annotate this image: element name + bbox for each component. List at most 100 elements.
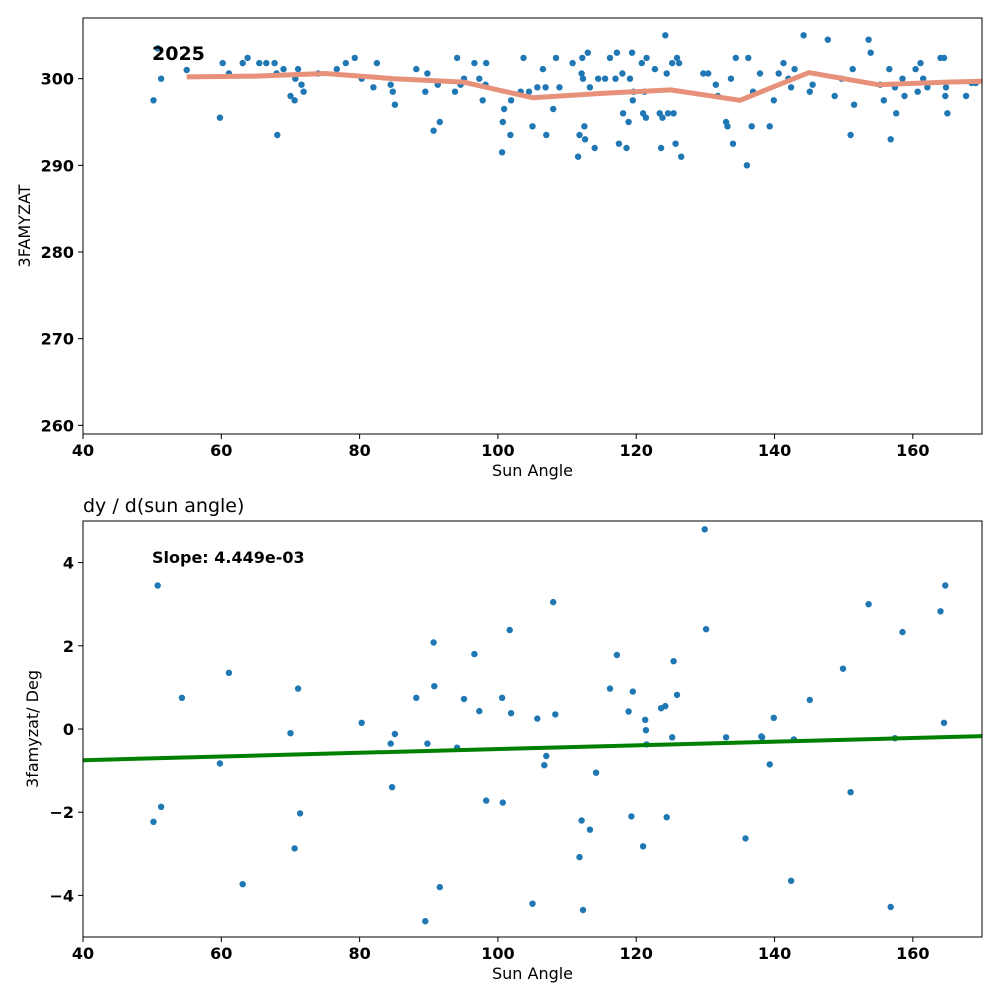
data-point: [893, 110, 900, 117]
data-point: [806, 88, 813, 95]
data-point: [539, 65, 547, 73]
data-point: [824, 36, 831, 43]
data-point: [743, 162, 751, 169]
plot-area: [150, 32, 982, 169]
data-point: [849, 65, 856, 73]
x-tick-label: 60: [210, 441, 232, 460]
data-point: [944, 110, 951, 117]
data-point: [766, 123, 773, 130]
data-point: [745, 54, 752, 62]
data-point: [727, 75, 735, 82]
sun-angle-scatter-panel: 40 60 80 100 120 140 160 260 270 280 290 300 Sun Ang…: [15, 17, 983, 480]
data-point: [451, 88, 459, 95]
data-point: [391, 730, 399, 738]
fit-line: [83, 734, 982, 763]
data-point: [673, 691, 681, 699]
y-tick-label: 2: [63, 637, 74, 656]
data-point: [940, 719, 948, 726]
data-point: [672, 140, 679, 147]
data-point: [216, 760, 224, 767]
data-point: [867, 49, 874, 56]
x-tick-label: 80: [348, 441, 370, 460]
data-point: [800, 32, 807, 39]
y-tick-label: 4: [63, 554, 74, 573]
y-axis-label: 3famyzat/ Deg: [23, 670, 42, 788]
data-point: [662, 702, 669, 710]
data-point: [506, 626, 513, 634]
x-tick-label: 40: [72, 441, 94, 460]
data-point: [157, 75, 165, 82]
data-point: [809, 81, 816, 88]
y-tick-label: 260: [41, 416, 74, 435]
data-point: [850, 101, 858, 108]
data-point: [542, 84, 549, 91]
data-point: [413, 65, 420, 73]
data-point: [775, 70, 782, 77]
data-point: [657, 144, 665, 152]
x-axis-label: Sun Angle: [492, 461, 573, 480]
data-point: [498, 694, 506, 701]
data-point: [748, 123, 755, 130]
data-point: [291, 97, 298, 104]
data-point: [724, 123, 731, 130]
data-point: [962, 92, 970, 100]
data-point: [274, 131, 281, 139]
data-point: [678, 153, 685, 160]
data-point: [701, 526, 708, 533]
data-point: [847, 131, 854, 139]
data-point: [937, 608, 944, 615]
axes-frame: [82, 17, 983, 435]
data-point: [150, 818, 157, 825]
data-point: [529, 123, 536, 130]
y-tick-label: −4: [49, 886, 74, 905]
data-point: [791, 65, 798, 73]
data-point: [294, 65, 302, 73]
data-point: [476, 707, 483, 715]
data-point: [643, 54, 650, 62]
data-point: [642, 716, 649, 723]
data-point: [806, 696, 813, 704]
data-point: [626, 75, 634, 82]
data-point: [534, 715, 541, 722]
data-point: [642, 727, 650, 734]
x-tick-label: 140: [758, 944, 791, 963]
data-point: [569, 59, 576, 67]
y-tick-label: 290: [41, 156, 74, 175]
data-point: [413, 694, 420, 701]
data-point: [256, 59, 263, 67]
data-point: [712, 81, 719, 88]
data-point: [642, 114, 650, 121]
data-point: [358, 719, 365, 726]
data-point: [296, 810, 304, 817]
x-tick-label: 80: [348, 944, 370, 963]
data-point: [780, 59, 787, 67]
data-point: [659, 114, 666, 121]
data-point: [507, 97, 515, 104]
data-point: [391, 101, 399, 108]
data-point: [525, 88, 533, 95]
data-point: [940, 54, 948, 62]
data-point: [899, 75, 906, 82]
data-point: [219, 59, 226, 67]
data-point: [722, 734, 730, 741]
data-point: [625, 708, 632, 715]
derivative-scatter-panel: 40 60 80 100 120 140 160 −4 −2 0 2 4 Sun Angle 3famyz…: [23, 495, 983, 983]
plot-area: [83, 526, 982, 925]
data-point: [591, 144, 598, 152]
data-point: [705, 70, 712, 77]
data-point: [579, 54, 586, 62]
data-point: [613, 49, 621, 56]
data-point: [543, 131, 550, 139]
data-point: [623, 144, 630, 152]
data-point: [576, 131, 583, 139]
data-point: [183, 66, 190, 74]
y-tick-label: 280: [41, 243, 74, 262]
data-point: [298, 81, 305, 88]
data-point: [436, 118, 443, 126]
data-point: [670, 110, 677, 117]
data-point: [942, 84, 950, 91]
data-point: [388, 784, 396, 791]
data-point: [529, 900, 536, 907]
data-point: [887, 903, 894, 911]
data-point: [675, 59, 683, 67]
